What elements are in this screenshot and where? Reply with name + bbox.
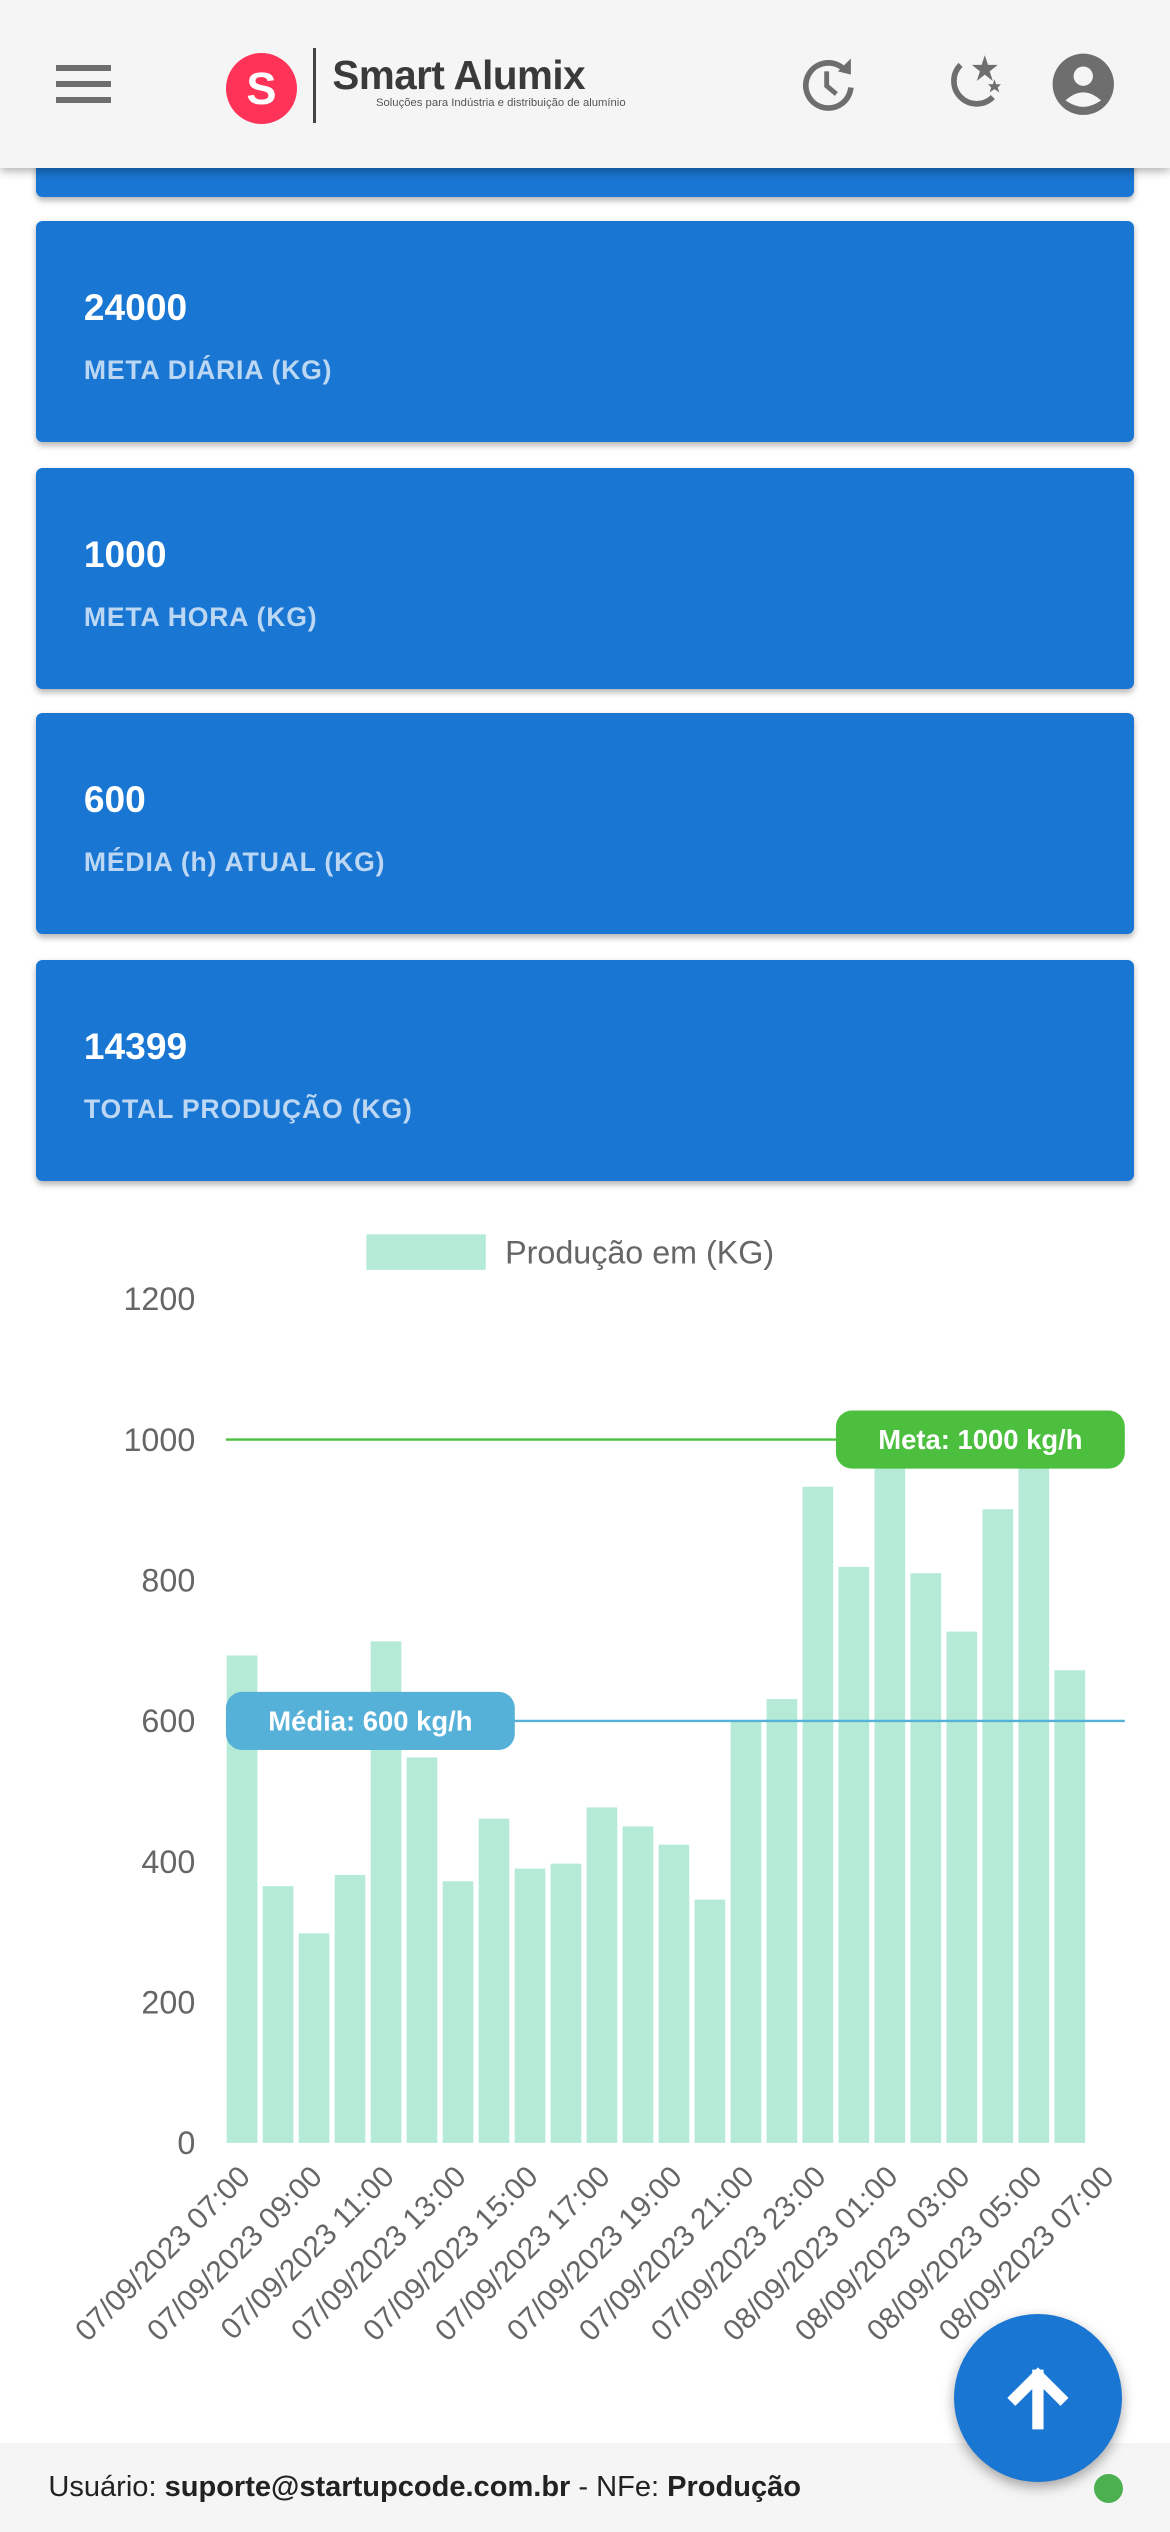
bar	[694, 1899, 726, 2144]
y-tick-label: 1200	[123, 1281, 195, 1317]
user-label: Usuário:	[48, 2470, 165, 2503]
logo-title: Smart Alumix	[332, 51, 586, 98]
annotation-label-box	[835, 1410, 1125, 1469]
bar	[766, 1699, 798, 2144]
bar	[874, 1453, 906, 2144]
bar	[802, 1486, 834, 2144]
y-tick-label: 800	[141, 1563, 195, 1599]
logo-subtitle: Soluções para Indústria e distribuição d…	[376, 96, 626, 109]
bar	[982, 1509, 1014, 2144]
stat-card-total-producao: 14399 TOTAL PRODUÇÃO (KG)	[35, 960, 1135, 1182]
stat-card-meta-hora: 1000 META HORA (KG)	[35, 468, 1135, 690]
y-tick-label: 0	[177, 2125, 195, 2161]
bar	[1018, 1460, 1050, 2144]
bar	[478, 1818, 510, 2144]
bar	[622, 1826, 654, 2144]
nfe-label: - NFe:	[570, 2470, 668, 2503]
bar	[910, 1573, 942, 2144]
bar	[550, 1863, 582, 2144]
stat-value: 14399	[83, 1024, 188, 1067]
bar	[838, 1567, 870, 2144]
annotation-label-box	[225, 1692, 515, 1751]
legend-label: Produção em (KG)	[505, 1235, 774, 1271]
footer-text: Usuário: suporte@startupcode.com.br - NF…	[48, 2471, 801, 2504]
logo-divider	[313, 48, 317, 123]
stat-card-meta-diaria: 24000 META DIÁRIA (KG)	[35, 221, 1135, 443]
stat-label: TOTAL PRODUÇÃO (KG)	[83, 1094, 413, 1125]
bar	[946, 1631, 978, 2144]
history-icon[interactable]	[796, 52, 861, 117]
nfe-env: Produção	[667, 2470, 802, 2503]
status-footer: Usuário: suporte@startupcode.com.br - NF…	[0, 2443, 1170, 2532]
annotation-label: Média: 600 kg/h	[268, 1706, 472, 1737]
dark-mode-icon[interactable]	[938, 52, 1003, 117]
bar	[298, 1933, 330, 2144]
stat-label: META HORA (KG)	[83, 601, 318, 632]
bar	[262, 1886, 294, 2144]
app-header: S Smart Alumix Soluções para Indústria e…	[0, 0, 1170, 168]
bar	[406, 1757, 438, 2144]
status-indicator	[1094, 2473, 1124, 2503]
stat-label: META DIÁRIA (KG)	[83, 355, 333, 386]
bar	[1054, 1670, 1086, 2144]
bar	[730, 1721, 762, 2144]
bar	[334, 1875, 366, 2144]
menu-icon[interactable]	[56, 64, 112, 104]
stat-value: 24000	[83, 285, 188, 328]
bar	[658, 1844, 690, 2144]
user-email: suporte@startupcode.com.br	[164, 2470, 571, 2503]
y-tick-label: 200	[141, 1985, 195, 2021]
y-tick-label: 1000	[123, 1422, 195, 1458]
stat-label: MÉDIA (h) ATUAL (KG)	[83, 847, 386, 878]
stat-value: 1000	[83, 532, 167, 575]
account-icon[interactable]	[1051, 52, 1116, 117]
bar	[442, 1881, 474, 2144]
stat-value: 600	[83, 777, 146, 820]
annotation-label: Meta: 1000 kg/h	[878, 1424, 1082, 1455]
legend-swatch	[366, 1234, 486, 1271]
scroll-top-button[interactable]	[953, 2314, 1122, 2483]
stat-card-media-atual: 600 MÉDIA (h) ATUAL (KG)	[35, 713, 1135, 935]
arrow-up-icon	[1007, 2367, 1069, 2430]
logo-mark: S	[225, 53, 297, 125]
y-tick-label: 600	[141, 1703, 195, 1739]
bar	[586, 1807, 618, 2144]
production-chart: Produção em (KG)02004006008001000120007/…	[69, 1234, 1125, 2348]
y-tick-label: 400	[141, 1844, 195, 1880]
bar	[514, 1868, 546, 2144]
